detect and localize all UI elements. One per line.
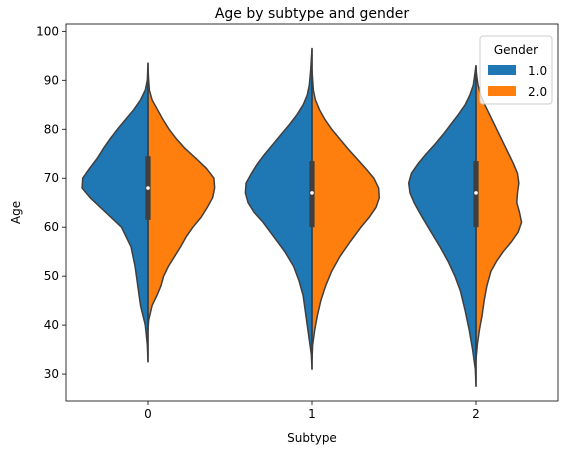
violin-group-2 — [407, 64, 523, 388]
legend-swatch-series-0 — [488, 65, 516, 75]
violin-median-point — [474, 191, 478, 195]
y-axis-label: Age — [9, 201, 23, 224]
legend-label-series-1: 2.0 — [528, 85, 547, 99]
y-tick-label: 60 — [44, 220, 59, 234]
y-tick-label: 70 — [44, 171, 59, 185]
x-axis: 0 1 2 — [144, 401, 480, 421]
legend: Gender 1.0 2.0 — [479, 35, 553, 105]
x-tick-label: 0 — [144, 407, 152, 421]
x-axis-label: Subtype — [287, 431, 337, 445]
violin-median-point — [146, 186, 150, 190]
y-tick-label: 80 — [44, 122, 59, 136]
violin-left-half — [244, 47, 313, 370]
violin-median-point — [310, 191, 314, 195]
y-tick-label: 90 — [44, 73, 59, 87]
violin-group-1 — [244, 47, 381, 370]
violin-right-half — [311, 69, 381, 361]
y-tick-label: 100 — [36, 24, 59, 38]
y-tick-label: 30 — [44, 367, 59, 381]
x-tick-label: 2 — [472, 407, 480, 421]
chart-title: Age by subtype and gender — [215, 6, 410, 22]
violin-group-0 — [81, 62, 216, 363]
y-tick-label: 50 — [44, 269, 59, 283]
y-axis: 30 40 50 60 70 80 90 100 — [36, 24, 66, 381]
violin-left-half — [407, 64, 477, 388]
violin-left-half — [81, 62, 149, 363]
violin-right-half — [147, 67, 216, 331]
legend-swatch-series-1 — [488, 86, 516, 96]
x-tick-label: 1 — [308, 407, 316, 421]
legend-label-series-0: 1.0 — [528, 64, 547, 78]
violins-layer — [81, 47, 523, 388]
legend-title: Gender — [494, 43, 538, 57]
y-tick-label: 40 — [44, 318, 59, 332]
